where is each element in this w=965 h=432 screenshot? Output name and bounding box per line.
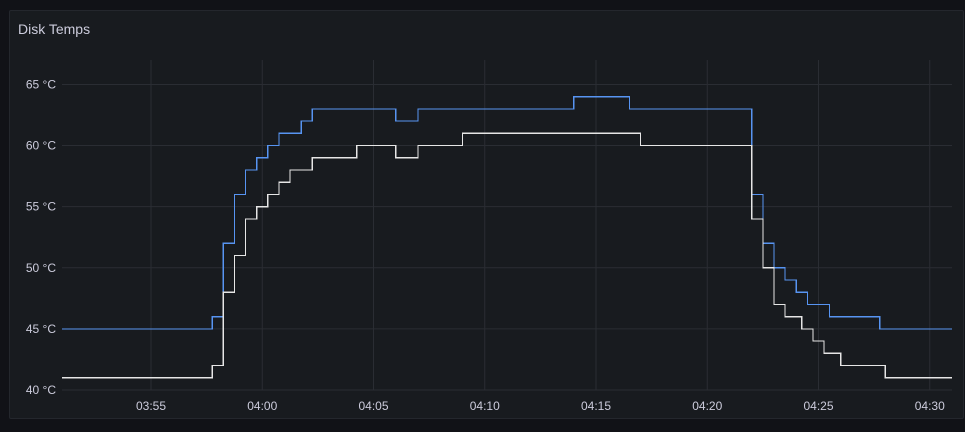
x-tick-label: 04:00 <box>247 399 277 413</box>
y-tick-label: 60 °C <box>26 139 56 153</box>
x-tick-label: 03:55 <box>136 399 166 413</box>
series-line-2 <box>62 132 952 379</box>
x-tick-label: 04:30 <box>915 399 945 413</box>
grid-layer <box>62 60 952 391</box>
y-tick-label: 40 °C <box>26 383 56 397</box>
y-tick-label: 65 °C <box>26 77 56 91</box>
y-axis: 40 °C 45 °C 50 °C 55 °C 60 °C 65 °C <box>26 77 56 397</box>
x-tick-label: 04:25 <box>803 399 833 413</box>
x-tick-label: 04:15 <box>581 399 611 413</box>
y-tick-label: 50 °C <box>26 261 56 275</box>
x-tick-label: 04:05 <box>358 399 388 413</box>
x-tick-label: 04:20 <box>692 399 722 413</box>
y-tick-label: 55 °C <box>26 200 56 214</box>
y-tick-label: 45 °C <box>26 322 56 336</box>
series-line-1 <box>62 96 952 330</box>
x-tick-label: 04:10 <box>470 399 500 413</box>
series-layer <box>62 96 952 379</box>
panel-title: Disk Temps <box>18 21 91 37</box>
disk-temps-panel: Disk Temps <box>9 10 964 419</box>
x-axis: 03:55 04:00 04:05 04:10 04:15 04:20 04:25 04:30 <box>136 399 945 413</box>
